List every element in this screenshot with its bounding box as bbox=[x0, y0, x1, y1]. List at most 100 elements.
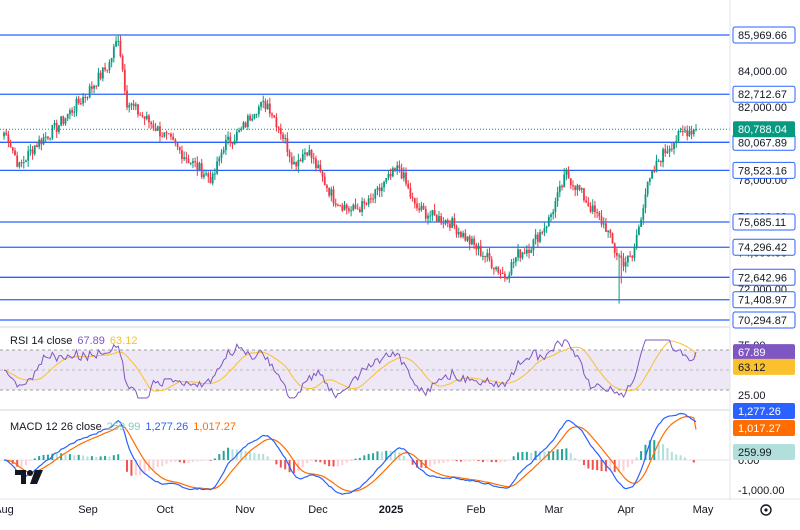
macd-histogram-bar bbox=[46, 454, 49, 460]
candle-body bbox=[589, 206, 592, 212]
candle-body bbox=[279, 128, 282, 135]
macd-histogram-bar bbox=[525, 451, 528, 460]
candle-body bbox=[339, 205, 342, 207]
candle-body bbox=[337, 205, 339, 207]
candle-body bbox=[224, 139, 227, 151]
macd-histogram-bar bbox=[363, 455, 366, 460]
rsi-last-tag-bg bbox=[733, 344, 795, 361]
macd-histogram-bar bbox=[257, 453, 260, 460]
candle-body bbox=[139, 114, 142, 116]
macd-histogram-bar bbox=[275, 460, 278, 465]
candle-body bbox=[633, 246, 636, 258]
candle-body bbox=[407, 183, 410, 189]
rsi-legend[interactable]: RSI 14 close 67.89 63.12 bbox=[10, 335, 142, 347]
candle-body bbox=[156, 126, 159, 131]
candle-body bbox=[60, 116, 63, 126]
macd-histogram-bar bbox=[292, 460, 295, 474]
macd-histogram-bar bbox=[402, 455, 405, 460]
candle-body bbox=[319, 164, 322, 172]
candle-body bbox=[374, 189, 377, 199]
candle-body bbox=[402, 172, 405, 179]
macd-histogram-bar bbox=[385, 450, 388, 460]
candle-body bbox=[315, 158, 317, 169]
candle-body bbox=[310, 149, 313, 159]
macd-histogram-bar bbox=[416, 460, 419, 468]
candle-body bbox=[18, 162, 21, 167]
macd-histogram-bar bbox=[503, 460, 506, 462]
candle-body bbox=[512, 262, 515, 264]
candle-body bbox=[495, 267, 497, 270]
candle-body bbox=[11, 147, 14, 151]
candle-body bbox=[431, 210, 434, 216]
level-price-tag-bg bbox=[733, 269, 795, 286]
macd-histogram-bar bbox=[134, 460, 137, 476]
candle-body bbox=[488, 253, 491, 260]
candle-body bbox=[530, 250, 533, 253]
candle-body bbox=[598, 212, 601, 217]
macd-histogram-bar bbox=[648, 440, 651, 460]
candle-body bbox=[637, 226, 640, 235]
macd-histogram-bar bbox=[271, 460, 274, 461]
candle-body bbox=[33, 145, 36, 154]
macd-histogram-bar bbox=[213, 458, 216, 460]
candle-body bbox=[449, 223, 451, 228]
candle-body bbox=[686, 130, 689, 137]
rsi-ma-legend-value: 63.12 bbox=[109, 335, 138, 347]
macd-legend[interactable]: MACD 12 26 close 259.99 1,277.26 1,017.27 bbox=[10, 421, 241, 433]
candle-body bbox=[387, 174, 390, 179]
macd-histogram-bar bbox=[187, 460, 190, 464]
candle-body bbox=[282, 134, 284, 139]
candle-body bbox=[429, 215, 432, 217]
candle-body bbox=[31, 149, 34, 154]
candle-body bbox=[692, 129, 695, 135]
macd-histogram-bar bbox=[200, 460, 203, 462]
candle-body bbox=[580, 188, 583, 190]
candle-body bbox=[194, 161, 197, 163]
macd-histogram-bar bbox=[169, 460, 172, 463]
candle-body bbox=[97, 72, 100, 87]
level-price-tag-bg bbox=[733, 134, 795, 151]
candle-body bbox=[411, 197, 414, 199]
candle-body bbox=[150, 122, 153, 125]
candle-body bbox=[383, 181, 385, 188]
macd-histogram-bar bbox=[104, 456, 107, 460]
macd-histogram-bar bbox=[512, 456, 515, 460]
macd-signal-legend-value: 1,017.27 bbox=[193, 421, 237, 433]
candle-body bbox=[172, 136, 175, 140]
level-price-tag-bg bbox=[733, 312, 795, 328]
settings-gear-icon[interactable] bbox=[760, 504, 772, 516]
macd-histogram-bar bbox=[82, 455, 85, 460]
macd-line-legend-value: 1,277.26 bbox=[145, 421, 189, 433]
macd-histogram-bar bbox=[249, 451, 252, 460]
macd-histogram-bar bbox=[684, 457, 687, 460]
candle-body bbox=[631, 255, 634, 258]
candle-body bbox=[227, 136, 229, 140]
macd-axis-tick: -1,000.00 bbox=[738, 485, 784, 497]
candle-body bbox=[479, 245, 482, 257]
candle-body bbox=[88, 86, 91, 98]
candle-body bbox=[297, 159, 300, 167]
candle-body bbox=[420, 205, 423, 211]
candle-body bbox=[561, 185, 563, 188]
level-price-tag-bg bbox=[733, 291, 795, 308]
candle-body bbox=[205, 173, 208, 175]
candle-body bbox=[238, 130, 240, 132]
candle-body bbox=[69, 110, 71, 115]
candle-body bbox=[352, 204, 355, 211]
tradingview-logo-icon[interactable] bbox=[14, 468, 44, 486]
gear-center bbox=[764, 508, 768, 512]
candle-body bbox=[482, 255, 484, 257]
macd-histogram-bar bbox=[64, 454, 67, 460]
level-price-tag-border bbox=[732, 85, 796, 103]
candle-body bbox=[681, 130, 684, 132]
candle-body bbox=[585, 200, 588, 203]
candle-body bbox=[444, 220, 447, 224]
candle-body bbox=[123, 69, 126, 91]
candle-body bbox=[620, 255, 623, 259]
macd-histogram-bar bbox=[380, 451, 383, 460]
candle-body bbox=[475, 244, 478, 250]
candle-body bbox=[55, 123, 58, 133]
candle-body bbox=[389, 174, 392, 177]
candle-body bbox=[22, 162, 25, 164]
macd-histogram-bar bbox=[297, 460, 300, 472]
